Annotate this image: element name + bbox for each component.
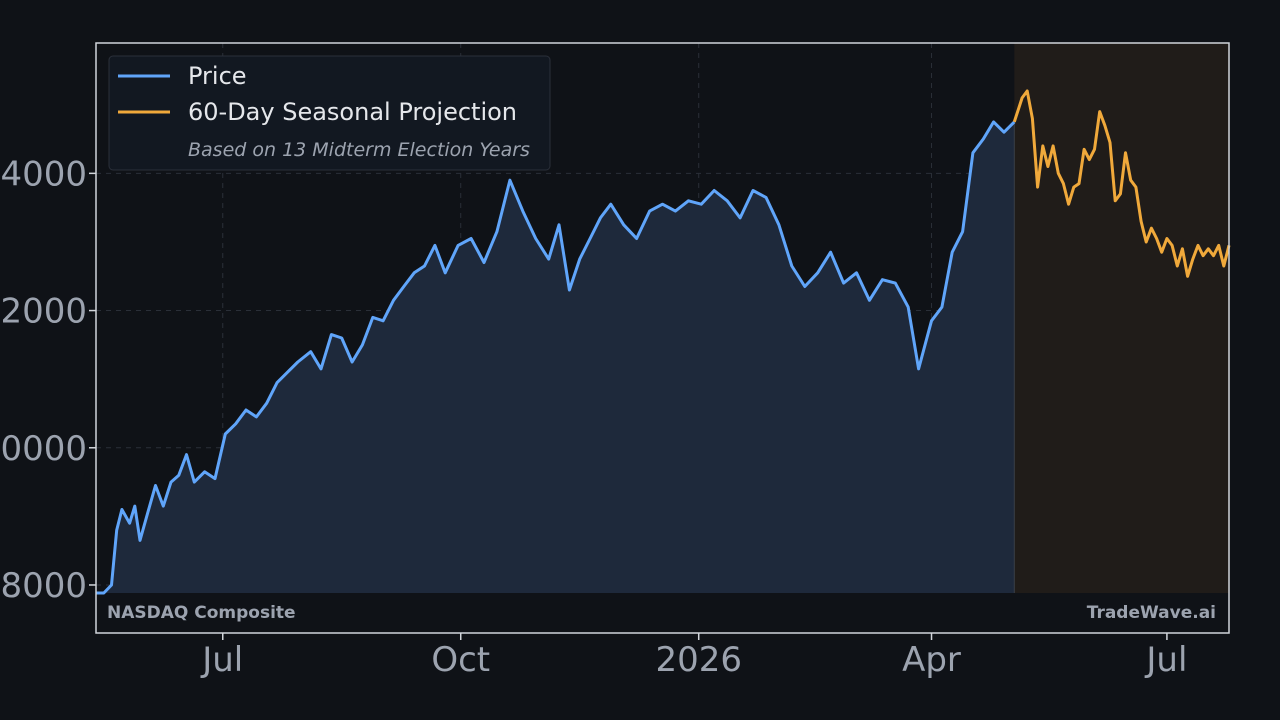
- index-name-label: NASDAQ Composite: [107, 603, 296, 623]
- projection-region: [1014, 43, 1229, 593]
- y-tick-label: 8000: [0, 566, 87, 606]
- y-tick-label: 20000: [0, 429, 87, 469]
- legend: Price 60-Day Seasonal Projection Based o…: [108, 55, 551, 171]
- area-fills: [96, 43, 1229, 594]
- x-tick-label: Jul: [200, 640, 243, 680]
- series-lines: [96, 89, 1231, 595]
- x-tick-label: 2026: [655, 640, 742, 680]
- x-tick-label: Oct: [431, 640, 490, 680]
- price-line: [96, 120, 1016, 595]
- watermark-label: TradeWave.ai: [1087, 603, 1216, 623]
- x-tick-label: Apr: [902, 640, 961, 680]
- x-tick-label: Jul: [1144, 640, 1187, 680]
- legend-label-price: Price: [188, 62, 247, 90]
- y-tick-label: 22000: [0, 292, 87, 332]
- plot-frame: [95, 42, 1230, 634]
- projection-line: [1012, 89, 1231, 278]
- legend-note: Based on 13 Midterm Election Years: [188, 139, 530, 161]
- legend-label-projection: 60-Day Seasonal Projection: [188, 98, 517, 126]
- legend-box: [108, 55, 551, 171]
- price-area: [96, 121, 1015, 594]
- y-tick-label: 24000: [0, 154, 87, 194]
- axis-ticks: Jul Oct 2026 Apr Jul 8000 20000 22000 24000: [0, 154, 1187, 680]
